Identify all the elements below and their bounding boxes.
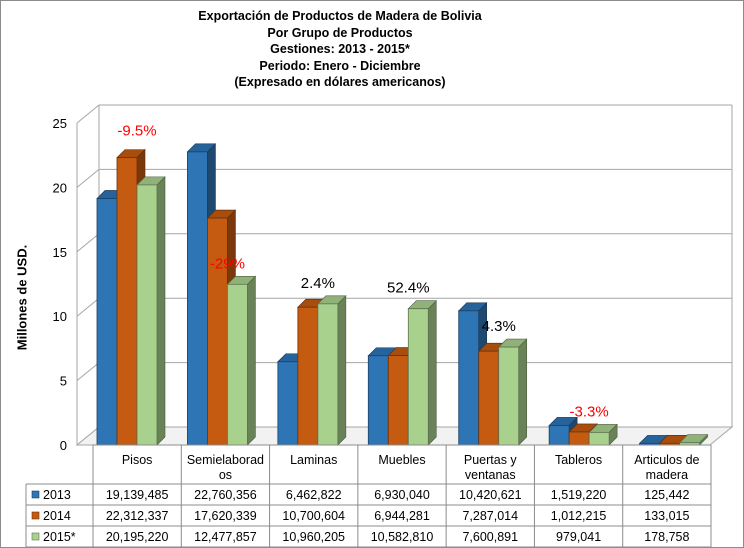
data-label: 6,944,281 — [374, 509, 430, 523]
y-tick-label: 25 — [53, 116, 67, 131]
data-label: 1,519,220 — [551, 488, 607, 502]
data-label: 22,312,337 — [106, 509, 169, 523]
category-label: Laminas — [290, 453, 337, 467]
chart-title: Exportación de Productos de Madera de Bo… — [130, 8, 550, 91]
bar — [136, 184, 158, 446]
title-line-5: (Expresado en dólares americanos) — [234, 75, 446, 89]
category-label: Puertas y — [464, 453, 518, 467]
y-tick-label: 15 — [53, 245, 67, 260]
data-label: 7,600,891 — [462, 530, 518, 544]
bar — [297, 306, 319, 446]
data-label: 7,287,014 — [462, 509, 518, 523]
legend-key — [31, 511, 40, 520]
data-label: 178,758 — [644, 530, 689, 544]
bar-side — [337, 295, 347, 446]
bar — [407, 308, 429, 446]
data-label: 22,760,356 — [194, 488, 257, 502]
bar-side — [427, 299, 437, 446]
y-tick-label: 5 — [60, 374, 67, 389]
data-label: 10,960,205 — [282, 530, 345, 544]
growth-annotation: 4.3% — [482, 318, 516, 335]
data-label: 6,462,822 — [286, 488, 342, 502]
legend-key — [31, 532, 40, 541]
bar — [478, 350, 500, 446]
bar — [317, 303, 339, 446]
data-label: 10,582,810 — [371, 530, 434, 544]
gridline-side — [76, 297, 100, 317]
gridline-side — [76, 104, 100, 124]
category-label: Articulos de — [634, 453, 699, 467]
gridline-side — [76, 233, 100, 253]
bar — [96, 198, 118, 446]
gridline-side — [76, 169, 100, 188]
y-tick-label: 10 — [53, 309, 67, 324]
growth-annotation: 2.4% — [301, 275, 335, 292]
data-label: 19,139,485 — [106, 488, 169, 502]
title-line-1: Exportación de Productos de Madera de Bo… — [198, 9, 482, 23]
title-line-2: Por Grupo de Productos — [267, 25, 413, 40]
data-label: 125,442 — [644, 488, 689, 502]
growth-annotation: -3.3% — [570, 403, 609, 420]
bar — [367, 355, 389, 446]
bar — [498, 346, 520, 446]
growth-annotation: -29% — [210, 255, 245, 272]
data-label: 12,477,857 — [194, 530, 257, 544]
bar — [116, 157, 138, 446]
data-label: 17,620,339 — [194, 509, 257, 523]
category-label: Pisos — [122, 453, 153, 467]
bar — [277, 361, 299, 446]
bar — [548, 425, 570, 446]
category-label: ventanas — [465, 468, 516, 482]
bar — [207, 217, 228, 446]
category-label: Muebles — [378, 453, 425, 467]
category-label: os — [219, 468, 232, 482]
data-label: 6,930,040 — [374, 488, 430, 502]
gridline-side — [76, 362, 100, 381]
bar — [588, 431, 610, 446]
legend-key — [31, 490, 40, 499]
category-label: Semielaborad — [187, 453, 264, 467]
legend-entry: 2014 — [43, 509, 71, 523]
y-tick-label: 20 — [53, 180, 67, 195]
legend-entry: 2013 — [43, 488, 71, 502]
bar — [568, 431, 590, 446]
data-label: 10,420,621 — [459, 488, 522, 502]
data-label: 10,700,604 — [282, 509, 345, 523]
data-label: 133,015 — [644, 509, 689, 523]
growth-annotation: -9.5% — [117, 123, 156, 140]
bar-side — [156, 176, 166, 446]
category-label: Tableros — [555, 453, 602, 467]
bar-side — [247, 275, 256, 446]
y-tick-label: 0 — [60, 438, 67, 453]
bar — [387, 355, 409, 446]
legend-entry: 2015* — [43, 530, 76, 544]
data-label: 20,195,220 — [106, 530, 169, 544]
title-line-3: Gestiones: 2013 - 2015* — [270, 42, 410, 56]
bar — [458, 310, 480, 446]
bar — [227, 283, 248, 446]
data-label: 979,041 — [556, 530, 601, 544]
bar-side — [518, 338, 528, 446]
bar — [187, 151, 208, 446]
growth-annotation: 52.4% — [387, 280, 430, 297]
category-label: madera — [646, 468, 688, 482]
title-line-4: Periodo: Enero - Diciembre — [259, 58, 421, 73]
data-label: 1,012,215 — [551, 509, 607, 523]
